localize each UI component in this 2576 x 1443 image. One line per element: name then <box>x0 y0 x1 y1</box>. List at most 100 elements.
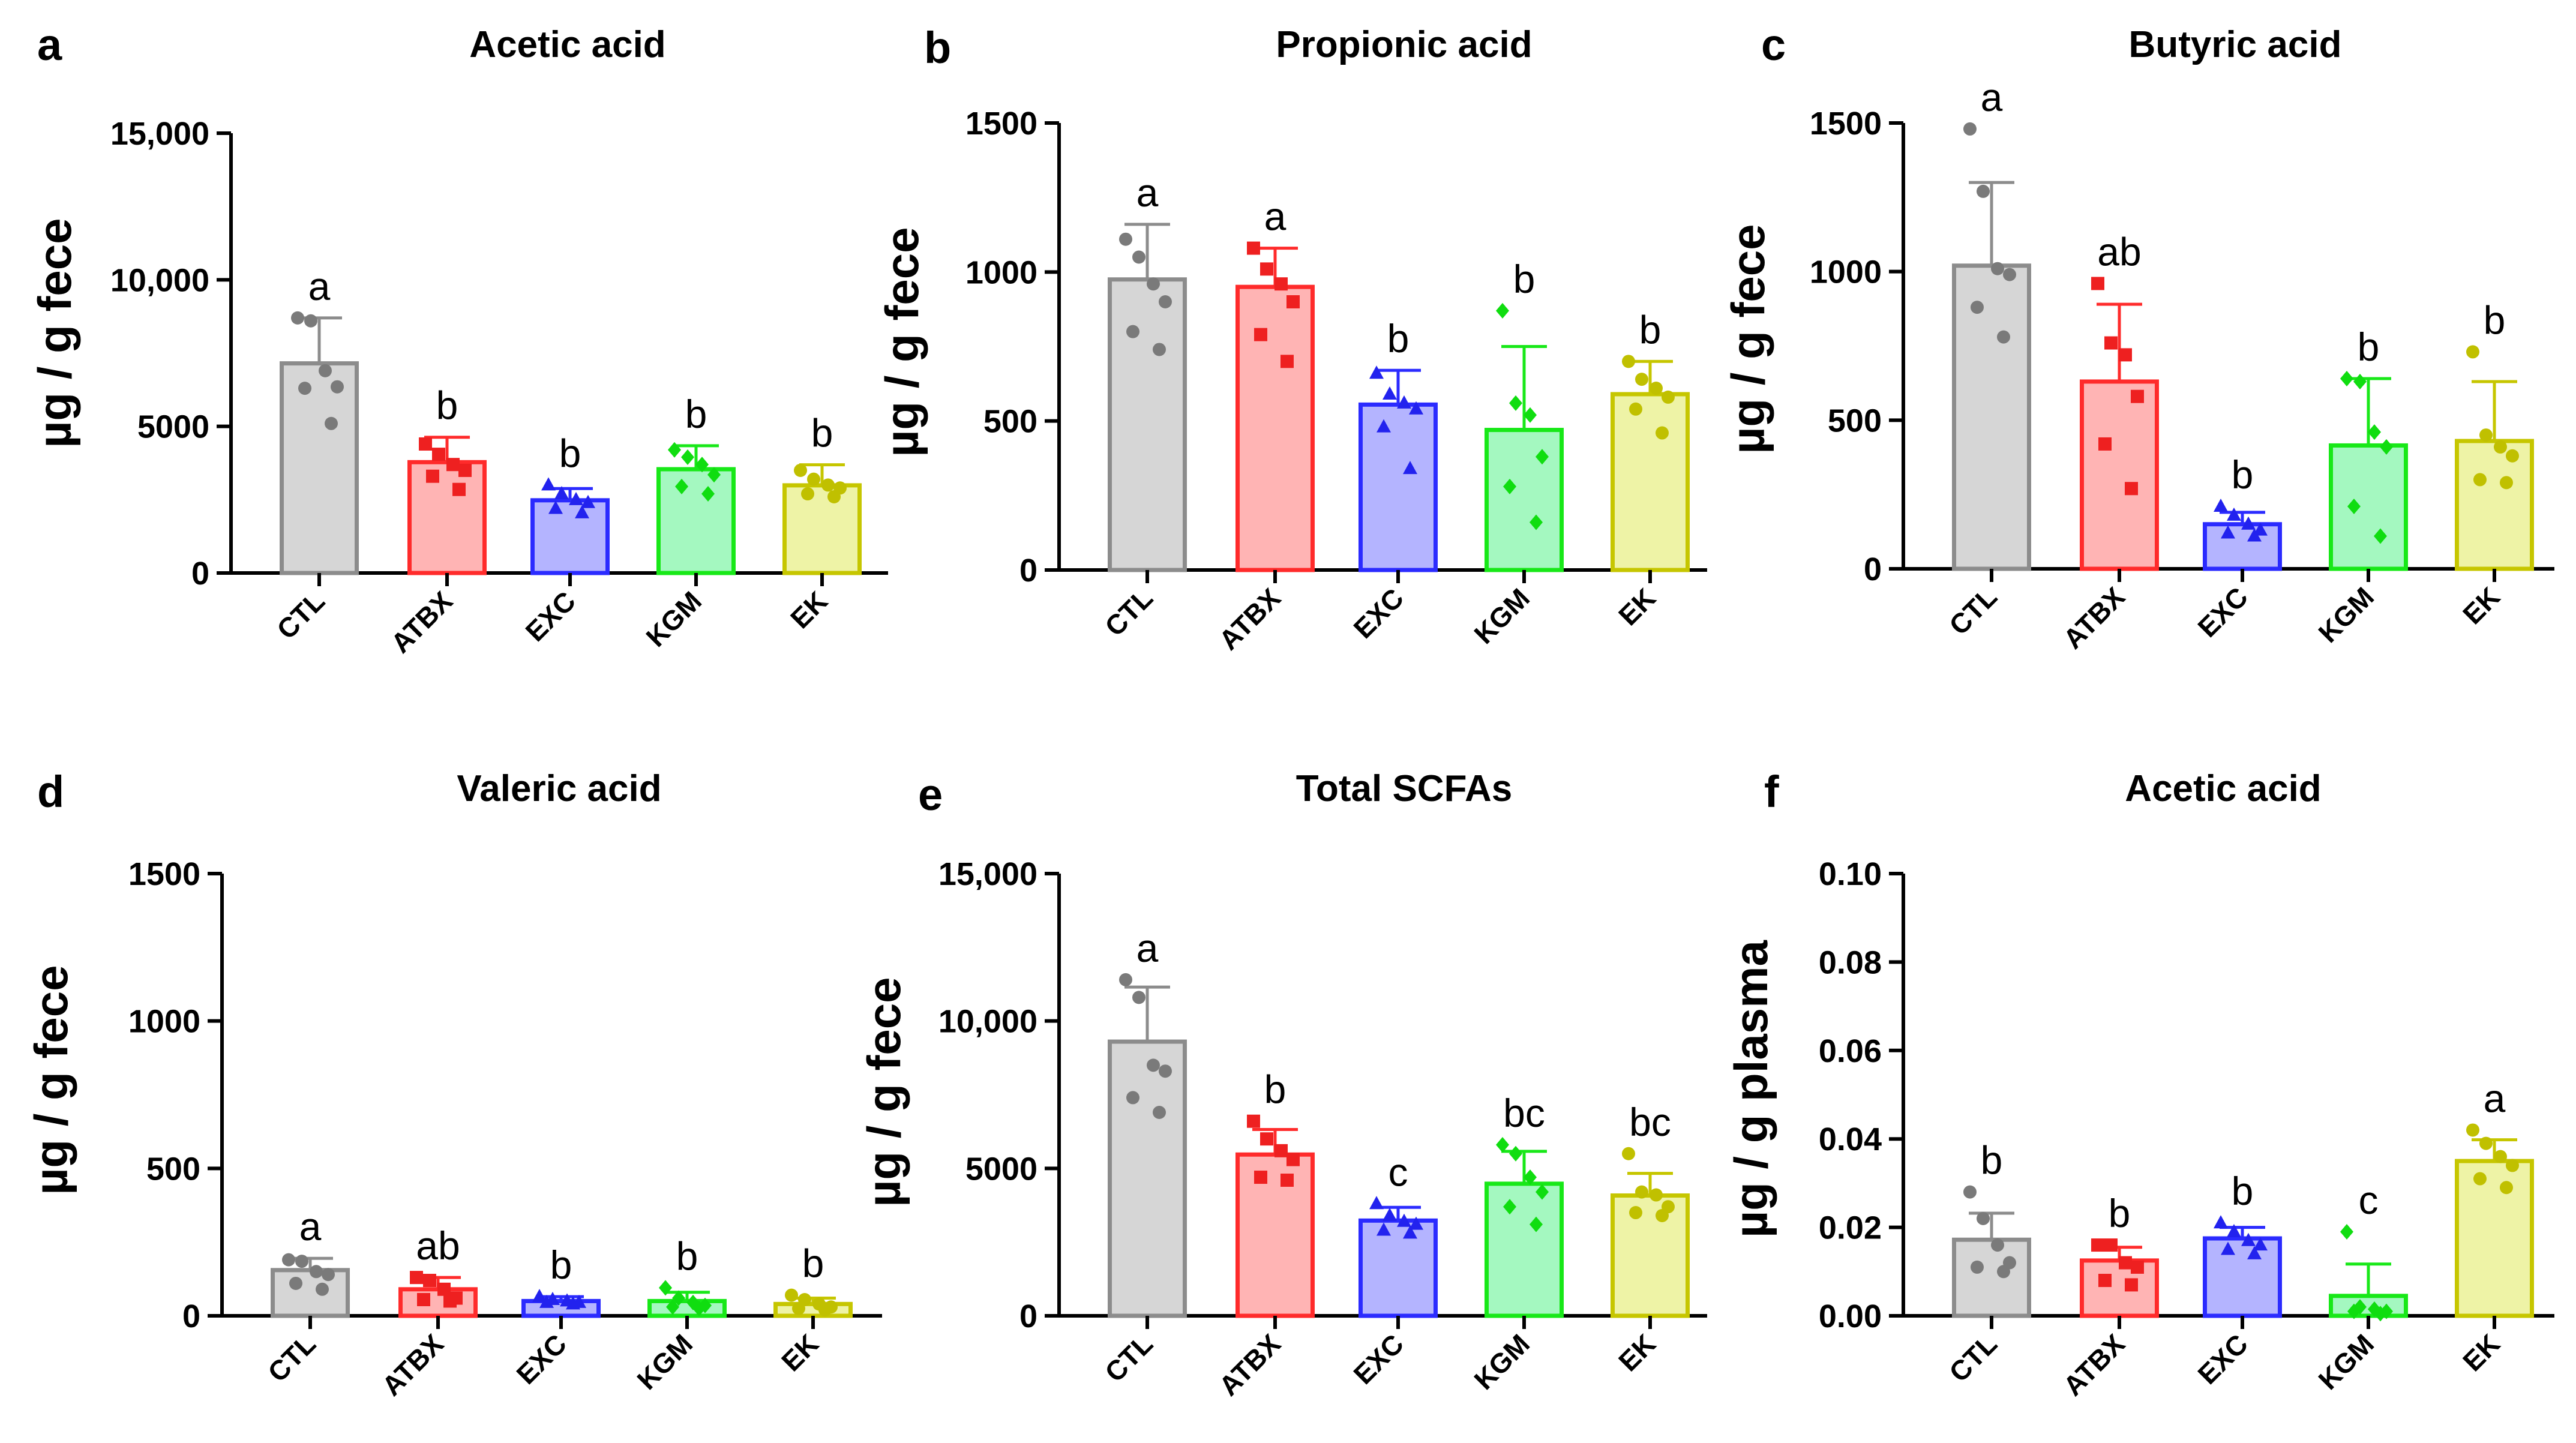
bar-group-exc: b EXC <box>2191 1169 2282 1390</box>
data-point <box>821 478 835 492</box>
data-point <box>2221 525 2235 539</box>
significance-letter: b <box>811 411 833 455</box>
data-point <box>1286 1153 1300 1166</box>
data-point <box>1403 1225 1417 1239</box>
data-point <box>532 1289 547 1303</box>
data-point <box>1503 1199 1516 1215</box>
bar <box>271 1268 350 1318</box>
bar-group-ek: b EK <box>1611 307 1690 631</box>
data-point <box>2340 1223 2353 1240</box>
significance-letter: b <box>802 1241 824 1286</box>
data-point <box>291 311 304 325</box>
data-point <box>432 448 445 461</box>
data-point <box>2479 1136 2493 1150</box>
panel-letter: a <box>37 20 62 70</box>
data-point <box>1509 1145 1522 1162</box>
data-point <box>1280 1173 1294 1187</box>
bar <box>2455 439 2534 571</box>
significance-letter: ab <box>416 1223 460 1268</box>
data-point <box>548 500 563 514</box>
data-point <box>1971 301 1984 314</box>
panel-f: f Acetic acid µg / g plasma 0.00 0.02 0.04 0.0… <box>1725 767 2554 1402</box>
data-point <box>692 1300 706 1316</box>
bar <box>656 467 736 575</box>
data-point <box>1991 262 2004 275</box>
panel-a: a Acetic acid µg / g fece 0 5000 10,000 15,000… <box>28 20 888 659</box>
bar <box>647 1298 727 1318</box>
data-point <box>1991 1238 2004 1252</box>
significance-letter: b <box>436 383 458 428</box>
data-point <box>1247 241 1260 255</box>
data-point <box>419 437 432 451</box>
data-point <box>2353 373 2367 389</box>
bar <box>407 460 487 575</box>
bar <box>1359 1218 1438 1318</box>
bar-group-kgm: b KGM <box>1468 257 1564 650</box>
data-point <box>1635 1185 1648 1199</box>
data-point <box>827 490 841 503</box>
data-point <box>1254 1171 1267 1184</box>
data-point <box>417 1292 430 1306</box>
data-point <box>1530 1216 1543 1232</box>
category-label: EK <box>775 1328 824 1377</box>
data-point <box>575 505 589 518</box>
category-label: ATBX <box>1213 582 1286 656</box>
data-point <box>1274 277 1288 291</box>
data-point <box>1650 382 1663 395</box>
significance-letter: b <box>1513 257 1536 301</box>
bar <box>2080 379 2159 571</box>
significance-letter: a <box>1136 170 1159 215</box>
y-axis-label: µg / g fece <box>1722 224 1774 454</box>
data-point <box>2119 348 2132 362</box>
panel-title: Butyric acid <box>2129 24 2342 65</box>
data-point <box>2227 1223 2241 1237</box>
data-point <box>1977 184 1990 198</box>
data-point <box>1656 426 1669 440</box>
y-tick-label: 1500 <box>965 106 1037 142</box>
category-label: CTL <box>262 1328 322 1388</box>
data-point <box>2104 1238 2118 1252</box>
data-point <box>426 469 439 483</box>
y-axis-label: µg / g plasma <box>1725 940 1777 1238</box>
panel-letter: e <box>918 770 943 820</box>
category-label: EXC <box>1347 582 1410 644</box>
data-point <box>672 1290 685 1306</box>
significance-letter: c <box>1389 1150 1408 1194</box>
data-point <box>2221 1241 2235 1255</box>
data-point <box>785 1288 798 1302</box>
significance-letter: b <box>2232 452 2254 497</box>
data-point <box>452 482 466 496</box>
bar <box>280 361 359 575</box>
bar <box>2329 1294 2408 1318</box>
data-point <box>2098 437 2112 451</box>
data-point <box>2494 1150 2507 1163</box>
significance-letter: a <box>299 1204 322 1249</box>
data-point <box>1147 277 1160 291</box>
data-point <box>2119 1256 2132 1270</box>
bar-group-ctl: a CTL <box>1099 170 1187 642</box>
bar-group-exc: b EXC <box>510 1243 601 1390</box>
bar <box>1108 277 1187 572</box>
category-label: KGM <box>2312 581 2380 649</box>
bar-group-ctl: a CTL <box>271 264 359 645</box>
data-point <box>792 1301 805 1315</box>
significance-letter: b <box>2358 325 2380 369</box>
data-point <box>1153 343 1166 356</box>
data-point <box>1159 295 1172 308</box>
y-tick-label: 1000 <box>128 1004 200 1040</box>
data-point <box>295 1255 308 1268</box>
data-point <box>2131 1260 2144 1274</box>
category-label: ATBX <box>385 585 458 659</box>
data-point <box>2214 1215 2228 1229</box>
data-point <box>1524 407 1537 423</box>
data-point <box>1383 1207 1397 1221</box>
data-point <box>2340 370 2353 386</box>
data-point <box>443 1294 457 1308</box>
data-point <box>539 1294 554 1308</box>
y-tick-label: 0.00 <box>1819 1298 1882 1334</box>
category-label: EK <box>2457 581 2506 630</box>
data-point <box>1496 302 1509 319</box>
data-point <box>2479 428 2493 442</box>
data-point <box>701 486 715 502</box>
